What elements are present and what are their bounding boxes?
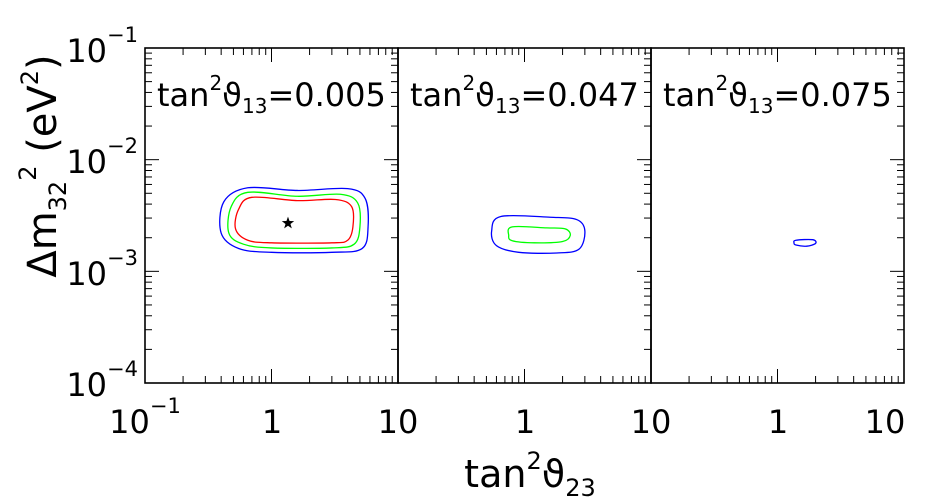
- x-tick-labels: 10−1 1 10 1 10 1 10: [109, 394, 905, 441]
- contour-line-3: [234, 196, 355, 244]
- axis-ticks: [397, 48, 651, 384]
- x-tick-label-10-panel1: 10: [378, 403, 419, 441]
- best-fit-star-icon: [281, 216, 295, 229]
- x-tick-label-1e-1: 10−1: [109, 394, 181, 441]
- y-tick-labels: 10−1 10−2 10−3 10−4: [66, 23, 138, 404]
- panels: tan2ϑ13=0.005 tan2ϑ13=0.047 tan2ϑ13=0.075: [144, 47, 905, 384]
- contour-line-1: [793, 238, 817, 247]
- panel-label: tan2ϑ13=0.075: [663, 71, 892, 118]
- x-tick-label-1-panel2: 1: [515, 403, 535, 441]
- contour-line-1: [490, 214, 586, 254]
- contour-line-1: [219, 186, 369, 254]
- panel-3: tan2ϑ13=0.075: [650, 47, 905, 384]
- panel-label: tan2ϑ13=0.047: [410, 71, 639, 118]
- panel-1: tan2ϑ13=0.005: [144, 47, 399, 384]
- x-axis-title: tan2ϑ23: [464, 447, 596, 498]
- x-tick-label-10-panel2: 10: [631, 403, 672, 441]
- axis-ticks: [650, 48, 904, 384]
- contour-line-2: [227, 191, 361, 250]
- x-tick-label-10-panel3: 10: [865, 403, 906, 441]
- panel-label: tan2ϑ13=0.005: [157, 71, 386, 118]
- y-tick-label-1e-1: 10−1: [66, 23, 138, 70]
- axis-ticks: [144, 48, 398, 384]
- y-tick-label-1e-3: 10−3: [66, 246, 138, 293]
- x-tick-label-1-panel1: 1: [262, 403, 282, 441]
- panel-2: tan2ϑ13=0.047: [397, 47, 652, 384]
- y-tick-label-1e-2: 10−2: [66, 134, 138, 181]
- x-tick-label-1-panel3: 1: [768, 403, 788, 441]
- y-tick-label-1e-4: 10−4: [66, 357, 138, 404]
- contour-line-2: [507, 225, 571, 244]
- y-axis-title: Δm322 (eV2): [14, 54, 72, 277]
